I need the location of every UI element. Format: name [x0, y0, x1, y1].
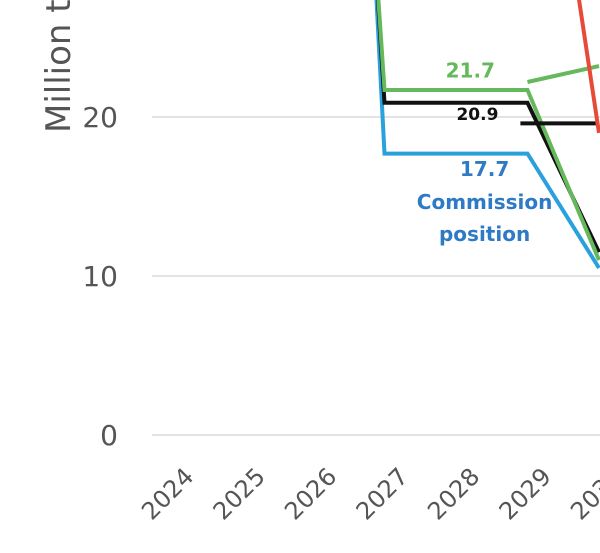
y-tick-labels: 0 10 20 — [82, 101, 118, 452]
x-tick-label: 2028 — [422, 462, 485, 525]
series-line-2 — [376, 0, 600, 261]
series-line-5 — [577, 0, 600, 134]
y-axis-title: Million t — [39, 0, 79, 133]
data-label: 20.9 — [456, 105, 498, 125]
y-tick-label: 10 — [82, 260, 118, 293]
data-label: position — [439, 222, 530, 246]
series-lines — [374, 0, 600, 270]
series-line-3 — [527, 64, 600, 84]
x-tick-labels: 2024 2025 2026 2027 2028 2029 2030 — [136, 462, 600, 525]
x-tick-label: 2024 — [136, 462, 199, 525]
data-label: Commission — [417, 190, 553, 214]
x-tick-label: 2029 — [494, 462, 557, 525]
data-label: 17.7 — [460, 157, 509, 181]
x-tick-label: 2026 — [279, 462, 342, 525]
y-tick-label: 0 — [100, 419, 118, 452]
x-tick-label: 2030 — [565, 462, 600, 525]
data-label: 21.7 — [446, 58, 495, 82]
gridlines — [152, 116, 600, 436]
data-labels: 21.7 20.9 17.7 Commission position — [417, 58, 553, 246]
x-tick-label: 2027 — [351, 462, 414, 525]
x-tick-label: 2025 — [208, 462, 271, 525]
y-tick-label: 20 — [82, 101, 118, 134]
